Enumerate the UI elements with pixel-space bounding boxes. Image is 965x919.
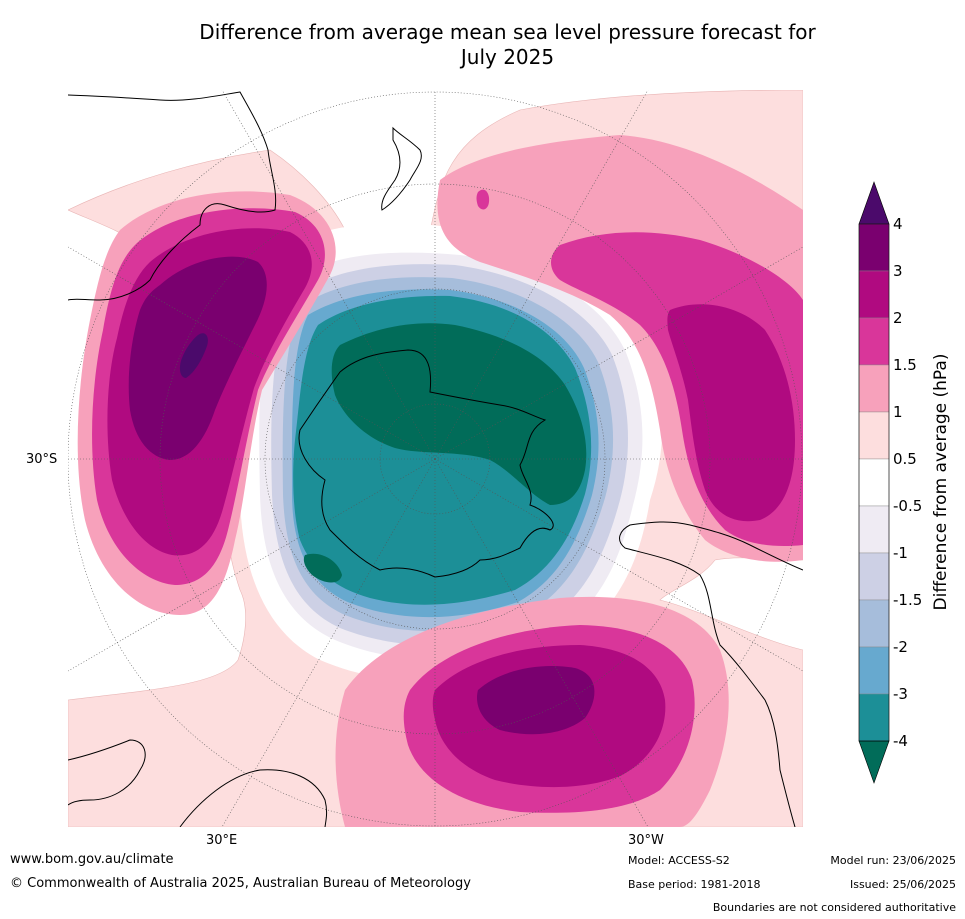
colorbar-segment-1.5to2 — [858, 317, 890, 366]
colorbar-tick-label: -1 — [893, 544, 908, 562]
colorbar-segment-m1.5tom2 — [858, 599, 890, 648]
title-line-1: Difference from average mean sea level p… — [199, 20, 816, 44]
colorbar-tick-label: 1 — [893, 403, 903, 421]
africa-south-coastline — [179, 769, 328, 827]
africa-coastline — [68, 739, 146, 806]
colorbar-extend-max — [858, 181, 890, 225]
colorbar-tick-label: -0.5 — [893, 497, 923, 515]
map-panel — [68, 90, 803, 827]
colorbar-tick-label: -3 — [893, 685, 908, 703]
footer-issued: Issued: 25/06/2025 — [849, 878, 956, 891]
colorbar-title: Difference from average (hPa) — [931, 353, 951, 611]
colorbar-extend-min — [858, 740, 890, 784]
south-america-coastline — [619, 521, 803, 827]
map-title: Difference from average mean sea level p… — [90, 20, 925, 70]
contour-1.5-2-small — [476, 189, 490, 210]
title-line-2: July 2025 — [460, 45, 555, 69]
colorbar-segment-m3tom4 — [858, 693, 890, 742]
antarctica-coastline — [298, 349, 554, 578]
colorbar — [858, 181, 890, 784]
footer-model: Model: ACCESS-S2 — [628, 854, 730, 867]
lat-label-30s: 30°S — [26, 452, 58, 467]
colorbar-segment-3to4 — [858, 223, 890, 272]
colorbar-tick-label: 1.5 — [893, 356, 917, 374]
colorbar-tick-label: 4 — [893, 215, 903, 233]
colorbar-segment-neutral — [858, 458, 890, 507]
colorbar-tick-label: 2 — [893, 309, 903, 327]
footer-base-period: Base period: 1981-2018 — [628, 878, 761, 891]
footer-model-run: Model run: 23/06/2025 — [830, 854, 956, 867]
contour-gt4-left — [179, 333, 208, 378]
colorbar-segment-1to1.5 — [858, 364, 890, 413]
graticule — [68, 90, 803, 827]
coastlines — [68, 91, 803, 827]
colorbar-outline — [858, 223, 890, 742]
colorbar-segment-m1tom1.5 — [858, 552, 890, 601]
footer-disclaimer: Boundaries are not considered authoritat… — [712, 901, 956, 914]
colorbar-segment-2to3 — [858, 270, 890, 319]
contour-0.5-1-patch — [228, 680, 243, 692]
colorbar-tick-label: 3 — [893, 262, 903, 280]
colorbar-segment-m2tom3 — [858, 646, 890, 695]
footer-copyright: © Commonwealth of Australia 2025, Austra… — [10, 876, 471, 891]
contour-lt-m4-small — [303, 553, 342, 583]
contour-3-4-bottom — [476, 666, 595, 735]
colorbar-segment-m0.5tom1 — [858, 505, 890, 554]
colorbar-segment-0.5to1 — [858, 411, 890, 460]
colorbar-tick-label: -4 — [893, 732, 908, 750]
colorbar-tick-label: 0.5 — [893, 450, 917, 468]
colorbar-tick-label: -2 — [893, 638, 908, 656]
lon-label-30e: 30°E — [206, 833, 238, 848]
new-zealand-coastline — [381, 126, 422, 211]
colorbar-tick-label: -1.5 — [893, 591, 923, 609]
lon-label-30w: 30°W — [628, 833, 664, 848]
australia-coastline — [68, 91, 277, 301]
footer-website: www.bom.gov.au/climate — [10, 852, 174, 867]
contour-2-3-right — [667, 304, 795, 522]
